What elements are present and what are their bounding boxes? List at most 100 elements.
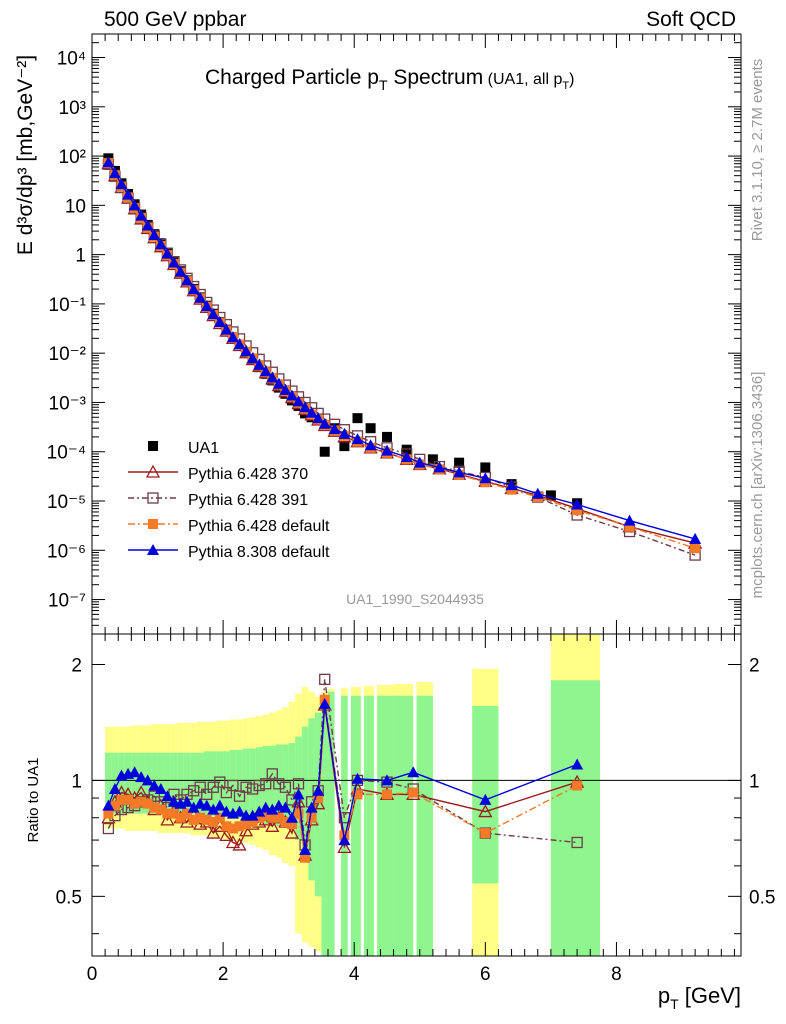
- ratio-ytick-label-right: 1: [749, 771, 760, 792]
- band-inner-bin: [216, 751, 224, 816]
- data-point: [479, 472, 492, 484]
- data-point: [338, 427, 351, 439]
- ratio-point: [479, 793, 492, 805]
- main-ytick-label: 10⁻⁶: [47, 541, 86, 562]
- data-point: [233, 338, 246, 350]
- band-inner-bin: [350, 695, 361, 956]
- ratio-point: [214, 776, 226, 788]
- band-inner-bin: [183, 752, 191, 814]
- data-point: [253, 358, 266, 370]
- data-point: [108, 167, 121, 179]
- ratio-point: [161, 790, 174, 802]
- band-inner-bin: [364, 695, 374, 956]
- ratio-point: [227, 779, 239, 792]
- ratio-point: [142, 798, 153, 809]
- ratio-point: [188, 814, 199, 825]
- ratio-ylabel: Ratio to UA1: [25, 757, 42, 842]
- ratio-point: [213, 799, 226, 811]
- data-point: [285, 389, 298, 401]
- data-point: [220, 323, 233, 335]
- ratio-point: [233, 790, 246, 802]
- ratio-point: [572, 780, 583, 791]
- chart-title: Charged Particle pT Spectrum (UA1, all p…: [205, 66, 574, 93]
- data-point: [122, 188, 135, 200]
- ratio-point: [300, 852, 311, 863]
- band-inner-bin: [242, 748, 250, 820]
- ratio-xtick-label: 6: [480, 964, 491, 985]
- data-point: [352, 413, 363, 424]
- ratio-point: [259, 801, 272, 813]
- data-point: [240, 345, 253, 357]
- ratio-point: [187, 801, 200, 813]
- ratio-ytick-label-right: 0.5: [749, 887, 775, 908]
- ratio-point: [408, 787, 419, 798]
- ratio-point: [200, 799, 213, 811]
- legend-marker: [148, 441, 158, 451]
- data-point: [148, 229, 161, 241]
- data-point: [207, 308, 220, 320]
- ratio-point: [260, 778, 272, 790]
- series-line: [107, 162, 696, 549]
- ratio-point: [201, 788, 213, 801]
- ratio-point: [207, 803, 220, 815]
- data-point: [365, 423, 376, 434]
- ratio-point: [480, 828, 491, 839]
- ratio-point: [254, 812, 265, 823]
- data-point: [292, 395, 305, 407]
- data-point: [194, 291, 207, 303]
- data-point: [174, 265, 187, 277]
- ratio-point: [272, 799, 285, 811]
- ratio-point: [253, 779, 265, 792]
- data-point: [624, 521, 635, 532]
- data-point: [141, 219, 154, 231]
- data-point: [181, 274, 194, 286]
- ratio-point: [267, 812, 278, 823]
- data-point: [531, 487, 544, 499]
- series-1: [101, 156, 703, 549]
- legend-marker: [147, 544, 159, 555]
- ratio-point: [187, 785, 200, 797]
- data-point: [226, 331, 239, 343]
- ratio-xtick-label: 0: [87, 964, 98, 985]
- ratio-point: [233, 805, 246, 817]
- data-point: [299, 401, 312, 413]
- ratio-point: [292, 788, 305, 800]
- band-inner-bin: [105, 752, 112, 814]
- main-ytick-label: 10²: [59, 147, 86, 168]
- ratio-point: [206, 825, 221, 839]
- main-ytick-label: 10⁻⁷: [48, 591, 86, 612]
- data-point: [312, 412, 325, 424]
- band-inner-bin: [262, 745, 269, 825]
- data-point: [572, 505, 583, 516]
- band-inner-bin: [269, 745, 276, 825]
- ratio-point: [240, 781, 252, 793]
- legend-entry: Pythia 6.428 default: [128, 518, 330, 535]
- ratio-point: [168, 808, 179, 819]
- data-point: [154, 238, 167, 250]
- data-point: [135, 209, 148, 221]
- ratio-point: [293, 808, 304, 819]
- ratio-point: [571, 758, 584, 770]
- ratio-point: [194, 797, 207, 809]
- data-point: [689, 532, 702, 544]
- ratio-point: [260, 810, 271, 821]
- legend-marker: [145, 464, 161, 478]
- ratio-point: [266, 768, 278, 780]
- band-inner-bin: [223, 751, 230, 816]
- ratio-point: [246, 783, 259, 795]
- band-inner-bin: [377, 695, 394, 956]
- ratio-point: [352, 789, 363, 800]
- data-point: [381, 444, 393, 456]
- data-point: [305, 406, 318, 418]
- band-inner-bin: [255, 747, 263, 822]
- main-ytick-label: 10⁻²: [49, 344, 87, 365]
- ratio-point: [279, 781, 292, 793]
- data-point: [259, 365, 272, 377]
- ratio-point: [141, 774, 154, 786]
- legend-entry: Pythia 6.428 391: [128, 492, 308, 509]
- ratio-point: [247, 816, 258, 827]
- data-point: [623, 514, 636, 526]
- data-point: [167, 256, 180, 268]
- band-inner-bin: [416, 695, 433, 956]
